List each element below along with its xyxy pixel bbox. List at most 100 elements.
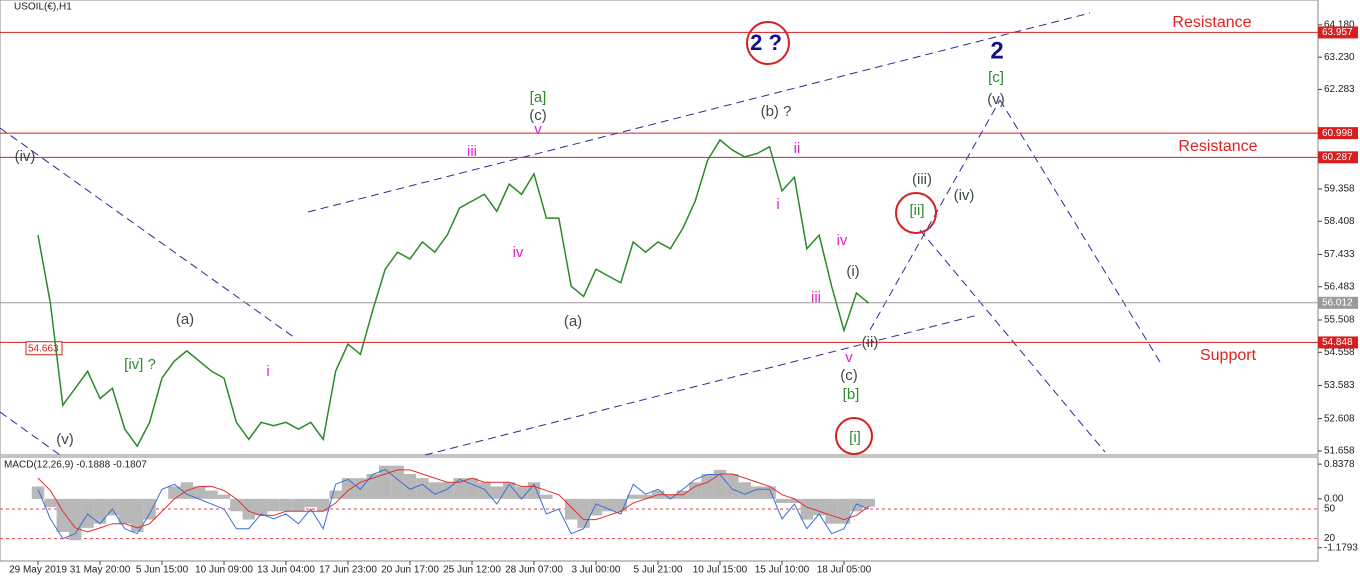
macd-bar bbox=[279, 498, 293, 512]
macd-bar bbox=[317, 498, 330, 512]
wave-label: [c] bbox=[988, 69, 1004, 86]
y-tick-label: 57.433 bbox=[1324, 249, 1355, 260]
wave-label: [ii] bbox=[910, 202, 925, 219]
wave-label: iii bbox=[811, 289, 821, 306]
marker-label: 54.663 bbox=[28, 343, 59, 354]
macd-bar bbox=[788, 498, 801, 503]
wave-label: (v) bbox=[56, 431, 74, 448]
macd-bar bbox=[726, 473, 739, 499]
price-label-box bbox=[1318, 151, 1358, 164]
highlight-circle bbox=[835, 417, 873, 455]
macd-bar bbox=[689, 482, 702, 499]
wave-label: i bbox=[776, 196, 779, 213]
wave-label: (b) ? bbox=[761, 103, 792, 120]
macd-bar bbox=[490, 486, 503, 499]
macd-bar bbox=[478, 482, 491, 499]
macd-bar bbox=[193, 486, 206, 499]
wave-label: (iv) bbox=[954, 187, 975, 204]
y-tick-label: 0.00 bbox=[1324, 493, 1344, 504]
wave-label: Resistance bbox=[1172, 14, 1251, 31]
price-label-box bbox=[1318, 127, 1358, 140]
price-line bbox=[37, 138, 870, 448]
price-label: 60.287 bbox=[1322, 152, 1353, 163]
macd-bar bbox=[242, 498, 255, 520]
macd-bar bbox=[31, 486, 45, 499]
macd-bar bbox=[391, 465, 404, 499]
y-tick-label: 58.408 bbox=[1324, 216, 1355, 227]
wave-label: (a) bbox=[176, 311, 194, 328]
wave-label: (c) bbox=[840, 367, 858, 384]
macd-bar bbox=[862, 498, 875, 507]
macd-bar bbox=[627, 494, 640, 499]
x-tick-label: 25 Jun 12:00 bbox=[443, 565, 501, 576]
wave-label: 2 bbox=[990, 37, 1003, 64]
x-tick-label: 5 Jul 21:00 bbox=[634, 565, 683, 576]
x-tick-label: 28 Jun 07:00 bbox=[505, 565, 563, 576]
price-label-box bbox=[1318, 336, 1358, 349]
macd-bar bbox=[775, 498, 789, 503]
x-tick-label: 15 Jul 10:00 bbox=[755, 565, 810, 576]
macd-bar bbox=[713, 469, 727, 499]
highlight-circle bbox=[746, 21, 790, 65]
wave-label: (v) bbox=[987, 91, 1005, 108]
macd-bar bbox=[565, 498, 578, 520]
macd-bar bbox=[366, 473, 379, 499]
macd-bar bbox=[540, 494, 553, 499]
y-tick-label: 63.230 bbox=[1324, 52, 1355, 63]
x-tick-label: 17 Jun 23:00 bbox=[319, 565, 377, 576]
marker-box bbox=[25, 341, 63, 356]
macd-bar bbox=[503, 482, 516, 499]
price-label: 63.957 bbox=[1322, 27, 1353, 38]
price-label-box bbox=[1318, 296, 1358, 309]
macd-bar bbox=[825, 498, 838, 524]
wave-label: i bbox=[266, 363, 269, 380]
price-label-box bbox=[1318, 26, 1358, 39]
trend-line bbox=[307, 12, 1091, 213]
x-tick-label: 29 May 2019 bbox=[9, 565, 67, 576]
x-tick-label: 3 Jul 00:00 bbox=[572, 565, 621, 576]
macd-bar bbox=[639, 494, 652, 499]
macd-signal bbox=[37, 469, 870, 533]
wave-label: iii bbox=[467, 143, 477, 160]
macd-bar bbox=[416, 478, 429, 499]
y-tick-label: 62.283 bbox=[1324, 84, 1355, 95]
level-label: 20 bbox=[1324, 533, 1336, 544]
wave-label: (c) bbox=[529, 107, 547, 124]
wave-label: (a) bbox=[564, 313, 582, 330]
y-tick-label: 51.658 bbox=[1324, 446, 1355, 457]
macd-bar bbox=[379, 465, 392, 499]
y-tick-label: -1.1793 bbox=[1324, 542, 1358, 553]
macd-bar bbox=[292, 498, 305, 512]
macd-bar bbox=[614, 498, 627, 512]
trend-line bbox=[424, 314, 979, 456]
macd-bar bbox=[329, 490, 342, 499]
wave-label: 2 ? bbox=[750, 30, 782, 55]
wave-label: iv bbox=[837, 232, 848, 249]
macd-title: MACD(12,26,9) -0.1888 -0.1807 bbox=[4, 460, 147, 471]
wave-label: ii bbox=[794, 140, 801, 157]
y-tick-label: 54.558 bbox=[1324, 347, 1355, 358]
macd-bar bbox=[701, 473, 714, 499]
macd-bar bbox=[168, 486, 181, 499]
macd-bar bbox=[403, 473, 417, 499]
macd-bar bbox=[577, 498, 590, 528]
wave-label: [i] bbox=[849, 429, 861, 446]
macd-bar bbox=[515, 486, 528, 499]
wave-label: (iii) bbox=[912, 171, 932, 188]
price-label: 60.998 bbox=[1322, 128, 1353, 139]
macd-bar bbox=[205, 490, 218, 499]
macd-bar bbox=[217, 494, 231, 499]
y-tick-label: 0.8378 bbox=[1324, 459, 1355, 470]
wave-label: (ii) bbox=[862, 334, 879, 351]
macd-bar bbox=[837, 498, 851, 524]
y-tick-label: 53.583 bbox=[1324, 380, 1355, 391]
y-tick-label: 55.508 bbox=[1324, 315, 1355, 326]
x-tick-label: 18 Jul 05:00 bbox=[817, 565, 872, 576]
price-label: 54.848 bbox=[1322, 337, 1353, 348]
wave-label: [b] bbox=[843, 386, 860, 403]
macd-bar bbox=[751, 486, 764, 499]
x-tick-label: 10 Jul 15:00 bbox=[693, 565, 748, 576]
wave-label: Resistance bbox=[1178, 138, 1257, 155]
macd-bar bbox=[93, 498, 107, 524]
